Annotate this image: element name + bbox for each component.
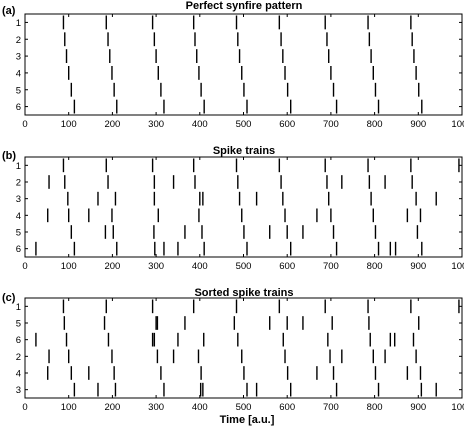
panel-c-frame	[24, 297, 463, 399]
panel-c-x-tick-label: 700	[323, 402, 339, 413]
panel-a-letter: (a)	[2, 5, 16, 17]
panel-a-row-label: 2	[16, 35, 21, 46]
panel-c-x-tick-label: 600	[279, 402, 295, 413]
panel-a-x-tick-label: 200	[104, 119, 120, 130]
panel-c-x-tick-label: 1000	[451, 402, 464, 413]
panel-b-x-tick-label: 200	[104, 261, 120, 272]
panel-a-row-label: 4	[16, 68, 21, 79]
panel-a-row-label: 6	[16, 102, 21, 113]
panel-b-title: Spike trains	[213, 145, 275, 157]
panel-b-x-tick-label: 400	[192, 261, 208, 272]
panel-c-x-tick-label: 300	[148, 402, 164, 413]
panel-b-frame	[24, 156, 463, 258]
panel-a-x-tick-label: 700	[323, 119, 339, 130]
panel-b-x-tick-label: 600	[279, 261, 295, 272]
panel-a-x-tick-label: 900	[410, 119, 426, 130]
panel-c-row-label: 1	[16, 302, 21, 313]
panel-b-row-label: 4	[16, 211, 21, 222]
panel-a-title: Perfect synfire pattern	[186, 0, 303, 12]
panel-b-row-label: 6	[16, 244, 21, 255]
panel-b-x-tick-label: 1000	[451, 261, 464, 272]
panel-b-x-tick-label: 800	[367, 261, 383, 272]
panel-a-x-tick-label: 0	[22, 119, 27, 130]
panel-c-x-tick-label: 500	[236, 402, 252, 413]
panel-a-x-tick-label: 500	[236, 119, 252, 130]
panel-b-x-tick-label: 700	[323, 261, 339, 272]
panel-c-row-label: 6	[16, 335, 21, 346]
panel-b-x-tick-label: 500	[236, 261, 252, 272]
panel-c-x-tick-label: 200	[104, 402, 120, 413]
panel-c-x-tick-label: 800	[367, 402, 383, 413]
panel-a-x-tick-label: 1000	[451, 119, 464, 130]
panel-b-x-tick-label: 100	[61, 261, 77, 272]
panel-b-x-tick-label: 0	[22, 261, 27, 272]
panel-c-row-label: 4	[16, 369, 21, 380]
panel-a: (a) Perfect synfire pattern 1 2 3 4 5 60 100 20…	[2, 0, 464, 130]
panel-b: (b) Spike trains 1 2 3 4 5 60 100 200 300 400 500 6…	[2, 145, 464, 272]
panel-a-x-tick-label: 300	[148, 119, 164, 130]
panel-a-row-label: 3	[16, 52, 21, 63]
panel-b-x-tick-label: 300	[148, 261, 164, 272]
panel-c-row-label: 5	[16, 319, 21, 330]
panel-a-x-tick-label: 400	[192, 119, 208, 130]
panel-a-x-tick-label: 600	[279, 119, 295, 130]
panel-a-frame	[24, 13, 463, 116]
panel-a-row-label: 5	[16, 85, 21, 96]
panel-c: (c) Sorted spike trains 1 5 6 2 4 30 100 200 300…	[2, 287, 464, 413]
panel-b-row-label: 3	[16, 194, 21, 205]
panel-c-title: Sorted spike trains	[194, 287, 293, 299]
panel-b-row-label: 2	[16, 178, 21, 189]
panel-c-x-tick-label: 100	[61, 402, 77, 413]
panel-b-letter: (b)	[2, 150, 16, 162]
panel-a-row-label: 1	[16, 18, 21, 29]
panel-a-x-tick-label: 800	[367, 119, 383, 130]
x-axis-label: Time [a.u.]	[220, 414, 275, 426]
panel-c-row-label: 3	[16, 385, 21, 396]
panel-c-x-tick-label: 900	[410, 402, 426, 413]
panel-b-row-label: 5	[16, 228, 21, 239]
panel-a-x-tick-label: 100	[61, 119, 77, 130]
panel-b-row-label: 1	[16, 161, 21, 172]
panel-c-x-tick-label: 0	[22, 402, 27, 413]
panel-c-x-tick-label: 400	[192, 402, 208, 413]
panel-c-letter: (c)	[2, 292, 16, 304]
panel-c-row-label: 2	[16, 352, 21, 363]
panel-b-x-tick-label: 900	[410, 261, 426, 272]
